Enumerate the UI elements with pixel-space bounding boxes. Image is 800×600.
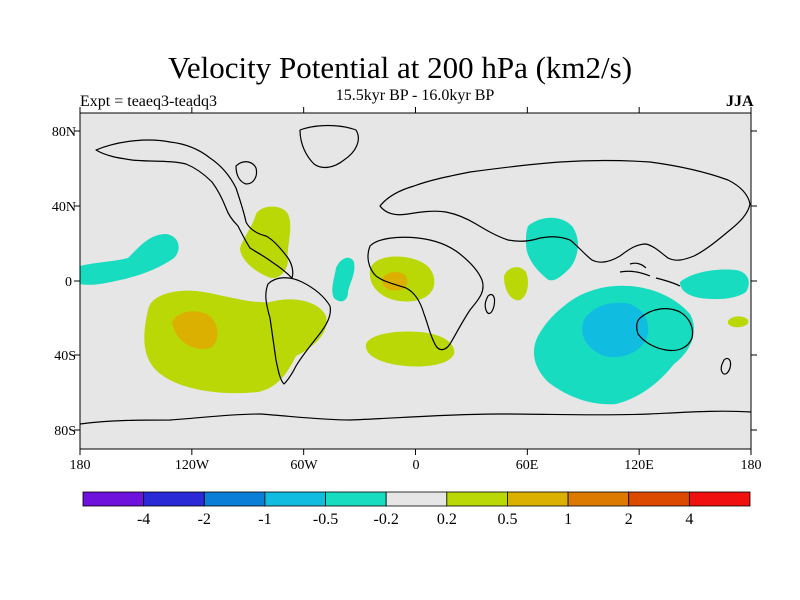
contour-fill-east-pacific [80, 234, 179, 285]
lon-tick-label-0: 0 [413, 458, 420, 473]
lon-tick-label-60w: 60W [290, 458, 318, 473]
colorbar-label: 0.2 [437, 511, 457, 528]
lon-tick-label-180w: 180 [70, 458, 91, 473]
colorbar-swatch [567, 491, 630, 507]
coastline-south-america [265, 277, 331, 385]
coastline-hudson-bay [235, 161, 258, 185]
lon-tick-label-120e: 120E [624, 458, 654, 473]
coastlines [80, 124, 751, 425]
colorbar-labels: -4 -2 -1 -0.5 -0.2 0.2 0.5 1 2 4 [137, 511, 693, 528]
colorbar-swatch [143, 491, 205, 507]
colorbar-label: 1 [564, 511, 572, 528]
contour-fill-coral-sea [727, 316, 749, 328]
contour-fill-caribbean [240, 206, 291, 279]
season-label: JJA [726, 93, 754, 110]
colorbar-label: -0.2 [374, 511, 399, 528]
coastline-europe-asia [379, 159, 751, 263]
lat-tick-label-40s: 40S [54, 349, 76, 364]
experiment-label: Expt = teaeq3-teadq3 [80, 93, 217, 110]
colorbar-label: -0.5 [313, 511, 338, 528]
colorbar-swatch [385, 491, 448, 507]
colorbar-swatch [325, 491, 387, 507]
colorbar-label: 2 [625, 511, 633, 528]
coastline-indonesia [619, 262, 681, 287]
colorbar-label: -2 [198, 511, 211, 528]
colorbar-swatch [264, 491, 326, 507]
colorbar-label: 4 [685, 511, 693, 528]
lon-tick-label-120w: 120W [175, 458, 210, 473]
chart-subtitle: 15.5kyr BP - 16.0kyr BP [335, 87, 495, 104]
lat-tick-label-80n: 80N [52, 125, 76, 140]
contour-fill-arabian-sea [526, 217, 578, 281]
contour-fill-south-atlantic [365, 331, 455, 367]
coastline-greenland [299, 124, 359, 169]
colorbar-label: -1 [258, 511, 271, 528]
contour-fills [80, 206, 749, 405]
coastline-north-america [95, 139, 294, 279]
coastline-new-zealand [720, 357, 732, 375]
lat-tick-label-0: 0 [65, 275, 72, 290]
coastline-australia [636, 308, 694, 352]
contour-fill-east-africa [504, 267, 528, 301]
contour-fill-indian-ocean-core [582, 302, 649, 358]
colorbar-label: -4 [137, 511, 150, 528]
lat-tick-label-80s: 80S [54, 424, 76, 439]
lon-tick-label-180e: 180 [741, 458, 762, 473]
axis-ticks [74, 107, 757, 455]
chart-title: Velocity Potential at 200 hPa (km2/s) [167, 50, 633, 85]
coastline-madagascar [484, 293, 496, 315]
colorbar [82, 491, 751, 507]
contour-fill-south-pacific-core [172, 311, 218, 349]
lon-tick-label-60e: 60E [516, 458, 539, 473]
colorbar-swatch [446, 491, 508, 507]
colorbar-swatch [82, 491, 145, 507]
colorbar-swatch [203, 491, 266, 507]
coastline-antarctica [80, 410, 751, 425]
contour-fill-west-pacific [680, 269, 749, 300]
colorbar-swatch [688, 491, 751, 507]
lat-tick-label-40n: 40N [52, 200, 76, 215]
contour-fill-central-atlantic [332, 257, 355, 302]
colorbar-label: 0.5 [497, 511, 517, 528]
colorbar-swatch [507, 491, 569, 507]
colorbar-swatch [628, 491, 690, 507]
coastline-africa [367, 236, 484, 351]
